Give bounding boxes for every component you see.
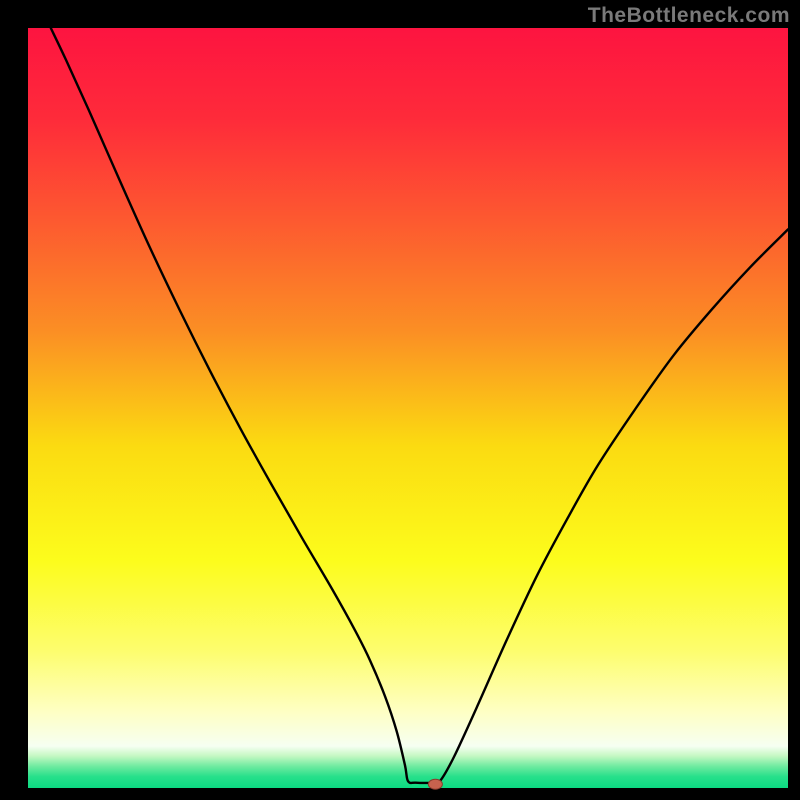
- watermark-text: TheBottleneck.com: [588, 4, 790, 28]
- optimal-marker: [428, 779, 442, 789]
- bottleneck-chart: [0, 0, 800, 800]
- plot-background: [28, 28, 788, 788]
